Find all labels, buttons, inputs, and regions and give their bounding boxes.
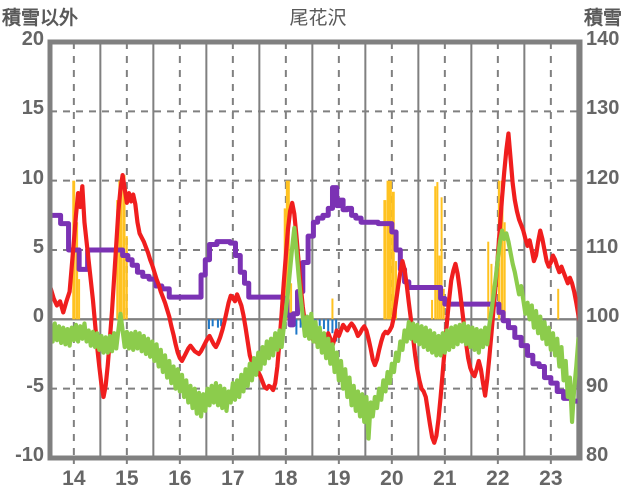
x-tick-label: 19	[327, 467, 351, 490]
axis-frame	[47, 39, 583, 464]
orange-bar	[557, 288, 560, 320]
right-tick-label: 120	[586, 166, 620, 189]
orange-bar	[490, 263, 493, 320]
orange-bar	[503, 222, 506, 320]
x-tick-label: 15	[115, 467, 139, 490]
x-tick-label: 20	[380, 467, 404, 490]
x-tick-label: 22	[486, 467, 510, 490]
x-tick-label: 21	[433, 467, 457, 490]
x-tick-label: 14	[62, 467, 86, 490]
page-title: 尾花沢	[289, 8, 347, 29]
right-tick-label: 140	[586, 28, 620, 50]
right-tick-label: 110	[586, 236, 619, 258]
green-line-series	[50, 225, 580, 441]
blue-bar	[327, 319, 330, 339]
left-tick-label: 10	[21, 166, 44, 189]
orange-bar	[122, 175, 126, 320]
left-tick-label: -10	[15, 444, 44, 466]
left-tick-label: 20	[21, 28, 44, 50]
blue-bar	[322, 319, 325, 330]
x-tick-label: 23	[539, 467, 563, 490]
right-axis-title: 積雪	[584, 8, 623, 29]
orange-bar	[75, 222, 79, 320]
orange-bar	[331, 298, 334, 320]
blue-bar	[207, 319, 210, 330]
right-tick-label: 130	[586, 97, 620, 120]
plot-frame	[47, 39, 583, 461]
blue-bar	[220, 319, 223, 327]
x-tick-label: 17	[221, 467, 245, 490]
right-tick-label: 100	[586, 305, 620, 328]
blue-bar	[295, 319, 298, 335]
blue-bar	[211, 319, 214, 327]
orange-bar	[290, 283, 293, 320]
orange-bar	[391, 191, 395, 320]
purple-step-series	[50, 185, 580, 404]
blue-bar	[216, 319, 219, 328]
orange-bar	[500, 180, 504, 320]
orange-bar	[487, 241, 490, 320]
orange-bar	[431, 299, 434, 320]
blue-bar	[331, 319, 334, 334]
left-tick-label: -5	[26, 374, 44, 397]
right-tick-label: 90	[586, 374, 609, 397]
orange-bar	[125, 236, 128, 320]
left-tick-label: 5	[32, 236, 44, 258]
left-axis-title: 積雪以外	[2, 8, 79, 29]
orange-bar	[383, 200, 387, 320]
bars-layer	[72, 175, 560, 342]
series-layer	[50, 131, 580, 445]
left-tick-label: 0	[32, 305, 44, 328]
orange-bar	[78, 279, 81, 320]
orange-bar	[436, 182, 439, 320]
orange-bar	[434, 186, 437, 320]
right-tick-label: 80	[586, 444, 609, 466]
left-tick-label: 15	[21, 97, 44, 120]
orange-bar	[440, 197, 443, 320]
blue-bar	[299, 319, 302, 328]
x-tick-label: 16	[168, 467, 192, 490]
x-tick-label: 18	[274, 467, 298, 490]
orange-bar	[386, 180, 392, 320]
